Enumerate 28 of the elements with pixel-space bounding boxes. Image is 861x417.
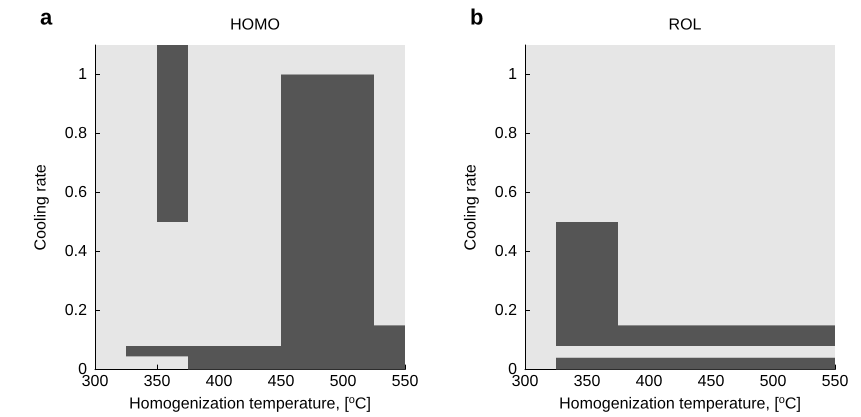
y-tick-label: 0.4: [64, 243, 88, 260]
x-tick-label: 400: [206, 373, 232, 390]
x-tick-label: 350: [574, 373, 600, 390]
y-tick-label: 0.4: [494, 243, 518, 260]
chart-title: ROL: [668, 16, 702, 34]
x-tick-label: 350: [144, 373, 170, 390]
x-tick-label: 550: [392, 373, 418, 390]
x-tick-label: 500: [760, 373, 786, 390]
x-tick-label: 550: [822, 373, 848, 390]
y-tick-label: 1: [78, 66, 88, 84]
y-axis-title: Cooling rate: [32, 164, 50, 250]
x-tick-label: 300: [512, 373, 538, 390]
text: b: [470, 4, 484, 30]
y-axis-title: Cooling rate: [462, 164, 480, 250]
y-tick-label: 0.8: [494, 125, 518, 142]
x-tick-label: 450: [268, 373, 294, 390]
x-tick-label: 450: [698, 373, 724, 390]
y-tick-label: 0.6: [64, 184, 88, 202]
chart-title: HOMO: [230, 16, 280, 34]
y-tick-label: 0.2: [64, 302, 88, 320]
y-tick-label: 0.6: [494, 184, 518, 202]
y-tick-label: 0.2: [494, 302, 518, 320]
x-tick-label: 400: [636, 373, 662, 390]
y-tick-label: 0.8: [64, 125, 88, 142]
text: a: [40, 4, 53, 30]
x-tick-label: 300: [82, 373, 108, 390]
x-tick-label: 500: [330, 373, 356, 390]
y-tick-label: 1: [508, 66, 518, 84]
